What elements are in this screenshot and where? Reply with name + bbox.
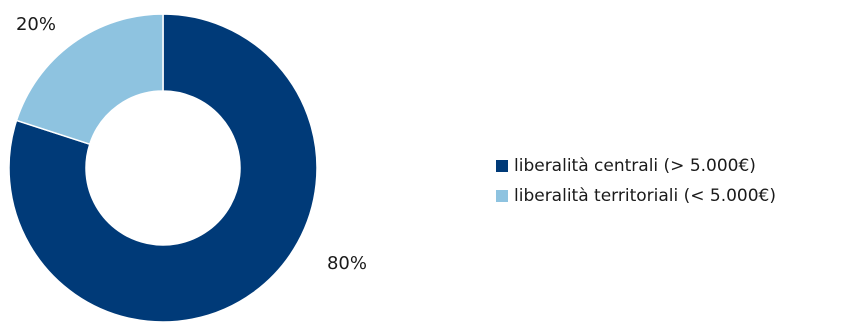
legend-item-centrali: liberalità centrali (> 5.000€) bbox=[496, 151, 776, 181]
legend-label-territoriali: liberalità territoriali (< 5.000€) bbox=[514, 186, 777, 206]
data-label-territoriali: 20% bbox=[16, 14, 56, 35]
legend-item-territoriali: liberalità territoriali (< 5.000€) bbox=[496, 181, 776, 211]
data-label-centrali: 80% bbox=[327, 253, 367, 274]
donut-slices bbox=[8, 13, 318, 322]
legend: liberalità centrali (> 5.000€) liberalit… bbox=[496, 151, 776, 211]
slice-centrali bbox=[8, 13, 318, 322]
slice-territoriali bbox=[15, 13, 164, 146]
legend-swatch-territoriali bbox=[496, 190, 508, 202]
legend-label-centrali: liberalità centrali (> 5.000€) bbox=[514, 156, 756, 176]
legend-swatch-centrali bbox=[496, 160, 508, 172]
